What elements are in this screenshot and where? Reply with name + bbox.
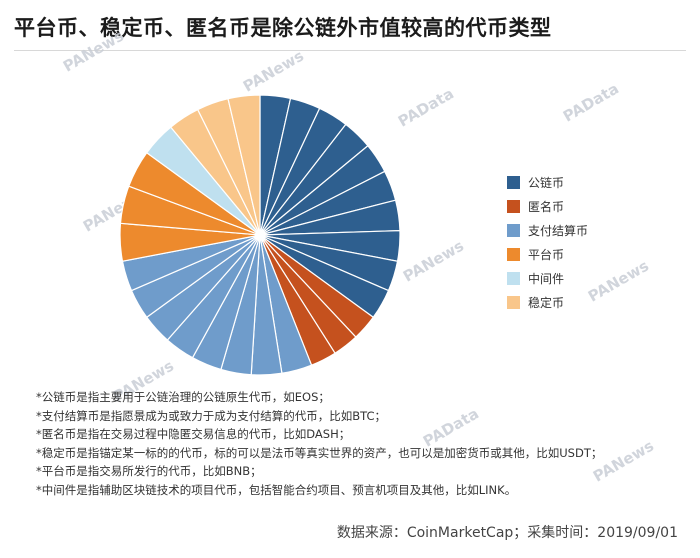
legend-swatch [507, 247, 520, 261]
legend-swatch [507, 199, 520, 213]
footnotes: *公链币是指主要用于公链治理的公链原生代币，如EOS； *支付结算币是指愿景成为… [36, 388, 676, 499]
footnote: *平台币是指交易所发行的代币，比如BNB； [36, 464, 262, 478]
footnote: *中间件是指辅助区块链技术的项目代币，包括智能合约项目、预言机项目及其他，比如L… [36, 482, 517, 497]
chart-legend: 公链币 匿名币 支付结算币 平台币 中间件 稳定币 [507, 170, 588, 314]
legend-swatch [507, 271, 520, 285]
legend-label: 支付结算币 [528, 223, 589, 238]
title-divider [14, 50, 686, 51]
legend-label: 稳定币 [528, 295, 565, 310]
footnote: *稳定币是指锚定某一标的的代币，标的可以是法币等真实世界的资产，也可以是加密货币… [36, 445, 603, 460]
footnote: *公链币是指主要用于公链治理的公链原生代币，如EOS； [36, 390, 330, 404]
legend-label: 中间件 [528, 271, 565, 286]
legend-item: 匿名币 [507, 194, 588, 218]
legend-label: 公链币 [528, 175, 565, 190]
legend-swatch [507, 295, 520, 309]
pie-slice-稳定币 [227, 94, 261, 236]
legend-label: 平台币 [528, 247, 565, 262]
legend-item: 平台币 [507, 242, 588, 266]
legend-item: 公链币 [507, 170, 588, 194]
footnote: *支付结算币是指愿景成为或致力于成为支付结算的代币，比如BTC； [36, 408, 387, 423]
legend-label: 匿名币 [528, 199, 565, 214]
legend-item: 支付结算币 [507, 218, 588, 242]
data-source: 数据来源：CoinMarketCap；采集时间：2019/09/01 [336, 525, 678, 541]
legend-swatch [507, 175, 520, 189]
legend-item: 稳定币 [507, 290, 588, 314]
legend-swatch [507, 223, 520, 237]
page-title: 平台币、稳定币、匿名币是除公链外市值较高的代币类型 [14, 16, 552, 40]
footnote: *匿名币是指在交易过程中隐匿交易信息的代币，比如DASH； [36, 427, 351, 441]
legend-item: 中间件 [507, 266, 588, 290]
